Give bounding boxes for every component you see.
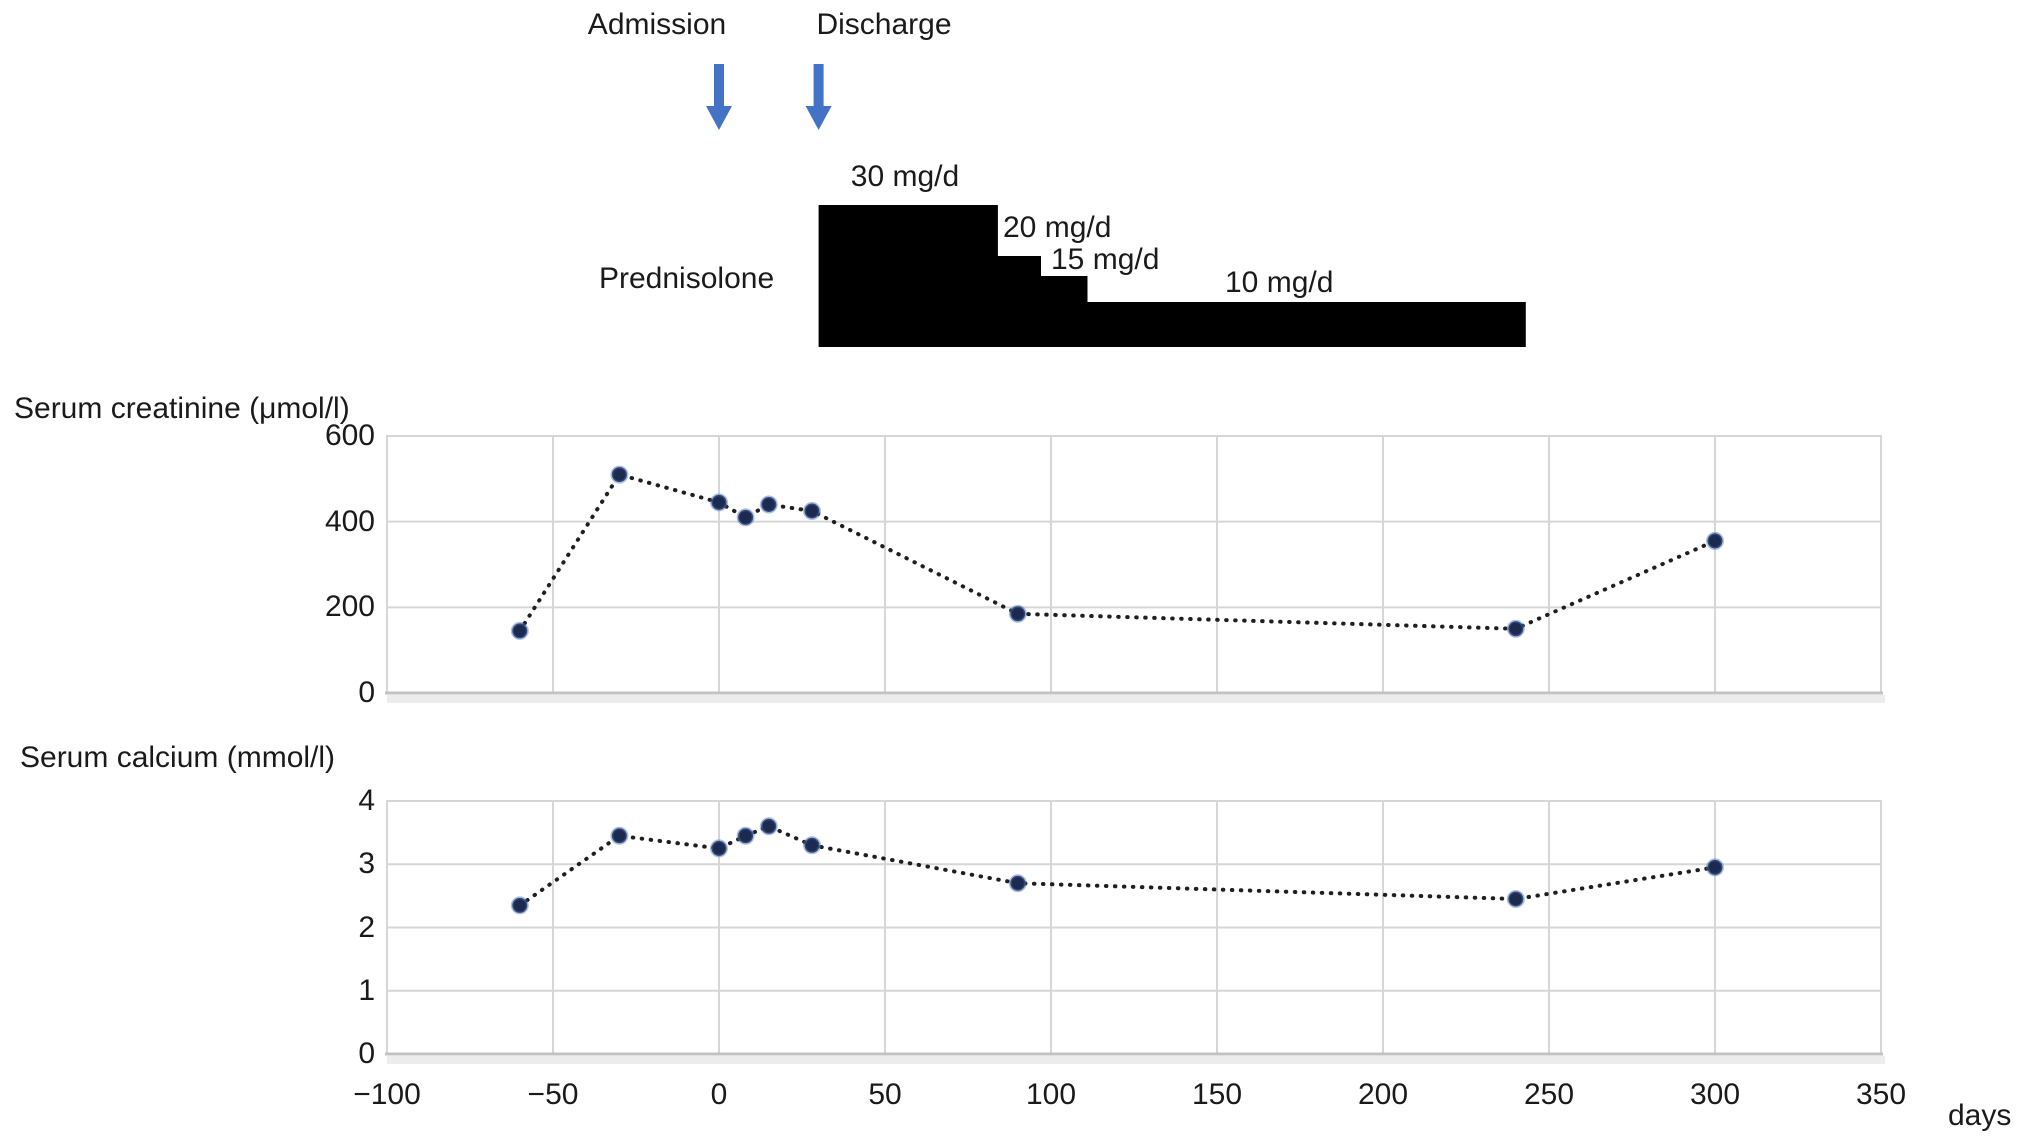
y-tick-label: 0 xyxy=(358,1037,375,1070)
x-tick-label: 150 xyxy=(1191,1078,1243,1111)
x-tick-label: −50 xyxy=(527,1078,579,1111)
admission-label: Admission xyxy=(587,8,727,41)
admission-arrow-icon xyxy=(706,64,732,130)
y-tick-label: 0 xyxy=(358,676,375,709)
y-tick-label: 200 xyxy=(324,590,375,624)
data-point xyxy=(610,465,629,484)
data-point xyxy=(759,817,778,836)
axis-shadow-band xyxy=(387,1056,1885,1064)
x-tick-label: 0 xyxy=(710,1078,728,1111)
y-tick-label: 3 xyxy=(358,847,375,881)
x-tick-label: −100 xyxy=(353,1078,421,1111)
x-tick-label: 50 xyxy=(868,1078,902,1111)
data-point xyxy=(610,826,629,845)
dose-label-30mg: 30 mg/d xyxy=(850,160,960,193)
data-point xyxy=(736,508,755,527)
y-tick-label: 4 xyxy=(358,784,375,817)
x-axis-unit-label: days xyxy=(1948,1099,2012,1132)
data-point xyxy=(803,502,821,520)
discharge-arrow-icon xyxy=(805,64,832,130)
data-point xyxy=(710,493,728,512)
data-point xyxy=(510,621,529,640)
dose-label-20mg: 20 mg/d xyxy=(1003,211,1112,244)
dose-label-15mg: 15 mg/d xyxy=(1051,243,1160,276)
x-tick-label: 300 xyxy=(1689,1078,1741,1111)
data-point xyxy=(510,896,529,915)
prednisolone-dose-bar xyxy=(818,205,1526,347)
data-point xyxy=(803,836,821,855)
discharge-label: Discharge xyxy=(816,8,952,41)
data-point xyxy=(1008,604,1027,623)
prednisolone-label: Prednisolone xyxy=(599,262,775,295)
axis-shadow-band xyxy=(387,695,1885,703)
x-tick-label: 250 xyxy=(1523,1078,1575,1111)
data-point xyxy=(759,495,778,514)
y-tick-label: 600 xyxy=(324,419,375,452)
y-tick-label: 2 xyxy=(358,910,375,944)
data-point xyxy=(1706,531,1724,550)
x-tick-label: 200 xyxy=(1357,1078,1409,1111)
creatinine-chart-title: Serum creatinine (μmol/l) xyxy=(14,392,350,425)
data-point xyxy=(1008,874,1027,893)
data-point xyxy=(1506,890,1525,908)
data-point xyxy=(1706,858,1724,877)
y-tick-label: 1 xyxy=(358,973,375,1007)
data-point xyxy=(736,826,755,845)
calcium-chart-title: Serum calcium (mmol/l) xyxy=(20,741,336,774)
dose-label-10mg: 10 mg/d xyxy=(1225,266,1334,299)
x-tick-label: 100 xyxy=(1025,1078,1077,1111)
y-tick-label: 400 xyxy=(324,504,375,538)
data-point xyxy=(710,839,728,858)
x-tick-label: 350 xyxy=(1855,1078,1907,1111)
data-point xyxy=(1506,619,1525,638)
series-dotted-line xyxy=(517,824,1717,908)
